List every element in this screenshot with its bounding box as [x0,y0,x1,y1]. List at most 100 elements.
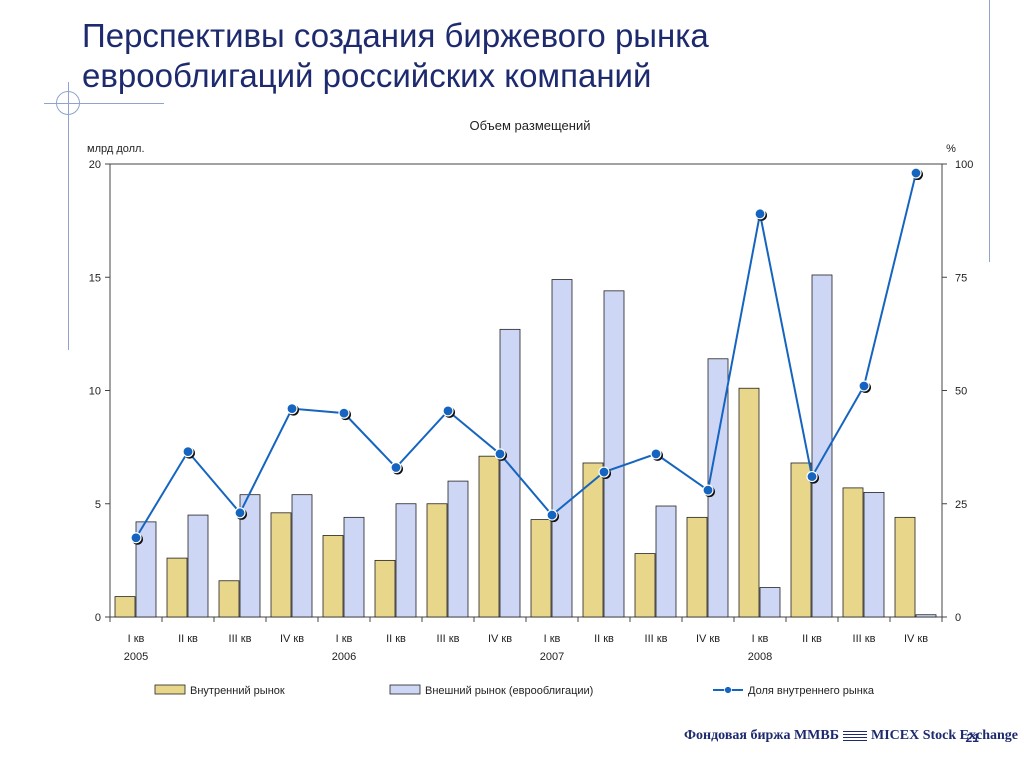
bar-foreign [603,290,625,618]
x-tick-label: II кв [802,633,822,645]
y-right-tick-label: 0 [955,612,961,624]
bar-foreign [395,503,417,618]
x-tick-label: III кв [853,633,876,645]
y-right-tick-label: 50 [955,386,967,398]
bar-foreign [447,480,469,618]
page-number: 21 [966,731,980,745]
decorative-horizontal-line [44,103,164,104]
x-tick-label: II кв [386,633,406,645]
x-tick-label: IV кв [696,633,720,645]
x-tick-label: II кв [594,633,614,645]
legend-label-domestic: Внутренний рынок [190,685,285,697]
bar-domestic [790,462,812,618]
point-domestic-share [910,167,922,179]
bar-foreign [915,614,937,618]
x-tick-label: IV кв [904,633,928,645]
bar-foreign [291,494,313,618]
decorative-right-line [989,0,990,262]
bar-domestic [166,557,188,618]
point-domestic-share [442,405,454,417]
bar-domestic [218,580,240,618]
legend: Внутренний рынок Внешний рынок (еврооблиг… [154,684,875,697]
x-tick-label: IV кв [280,633,304,645]
bar-foreign [343,516,365,618]
decorative-circle [56,91,80,115]
point-domestic-share [390,461,402,474]
y-axis-left-label: млрд долл. [87,143,145,155]
y-axis-right-label: % [946,143,956,155]
point-domestic-share [130,532,142,544]
bar-domestic [582,462,604,618]
bar-domestic [322,535,344,618]
slide-title-line-1: Перспективы создания биржевого рынка [82,17,709,54]
x-tick-label: III кв [229,633,252,645]
slide-title-line-2: еврооблигаций российских компаний [82,57,652,94]
bar-domestic [686,516,708,618]
point-domestic-share [338,407,350,419]
exchange-logo: Фондовая биржа ММВБ MICEX Stock Exchange [684,728,1018,744]
bar-domestic [530,519,552,618]
legend-swatch-domestic [154,684,186,695]
y-left-tick-label: 20 [89,159,101,171]
y-left-tick-label: 15 [89,272,101,284]
bar-domestic [738,387,760,618]
legend-marker-share [724,686,732,694]
bar-domestic [894,516,916,618]
bar-foreign [187,514,209,618]
legend-label-share: Доля внутреннего рынка [748,685,875,697]
point-domestic-share [754,208,766,220]
bar-domestic [270,512,292,618]
point-domestic-share [234,507,246,519]
x-year-label: 2005 [124,651,148,663]
bar-domestic [374,559,396,618]
bar-foreign [551,279,573,618]
decorative-vertical-line [68,82,69,350]
y-left-tick-label: 5 [95,499,101,511]
logo-text-right: MICEX Stock Exchange [870,728,1018,743]
x-tick-label: II кв [178,633,198,645]
plot-area: 0 5 10 15 20 0 25 50 75 100 I кв II кв III кв IV кв I … [89,159,974,663]
y-left-tick-label: 10 [89,386,101,398]
y-left-tick-label: 0 [95,612,101,624]
point-domestic-share [182,446,194,458]
point-domestic-share [286,403,298,415]
y-right-tick-label: 75 [955,272,967,284]
point-domestic-share [650,448,662,460]
bar-foreign [759,587,781,618]
x-year-label: 2007 [540,651,564,663]
legend-label-foreign: Внешний рынок (еврооблигации) [425,685,593,697]
point-domestic-share [546,509,558,521]
bar-domestic [842,487,864,618]
logo-stripes-icon [842,730,867,741]
chart-title: Объем размещений [470,118,591,133]
slide-title: Перспективы создания биржевого рынка евр… [82,16,982,96]
x-year-label: 2006 [332,651,356,663]
x-tick-label: IV кв [488,633,512,645]
point-domestic-share [702,484,714,496]
point-domestic-share [598,466,610,478]
x-tick-label: I кв [544,633,561,645]
bar-foreign [863,492,885,618]
x-tick-label: I кв [336,633,353,645]
line-domestic-share [135,172,917,539]
bar-domestic [634,553,656,618]
logo-text-left: Фондовая биржа ММВБ [684,728,839,743]
x-tick-label: I кв [128,633,145,645]
bar-foreign [499,328,521,618]
point-domestic-share [494,448,506,460]
legend-swatch-foreign [389,684,421,695]
bar-foreign [655,505,677,618]
bar-domestic [114,596,136,618]
x-tick-label: III кв [437,633,460,645]
x-tick-label: I кв [752,633,769,645]
x-year-label: 2008 [748,651,772,663]
bar-foreign [811,274,833,618]
y-right-tick-label: 25 [955,499,967,511]
point-domestic-share [806,470,818,483]
x-tick-label: III кв [645,633,668,645]
bar-domestic [478,455,500,618]
y-right-tick-label: 100 [955,159,973,171]
bar-domestic [426,503,448,618]
point-domestic-share [858,380,870,392]
